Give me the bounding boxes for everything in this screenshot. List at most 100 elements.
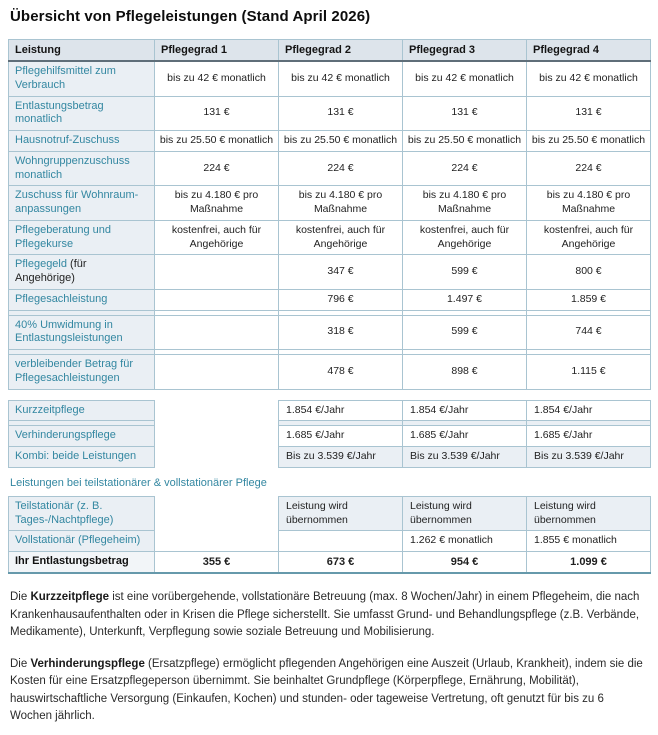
spacer-row [8,309,651,316]
row-label: Vollstationär (Pflegeheim) [8,530,155,552]
row-label: verbleibender Betrag für Pflegesachleist… [8,354,155,390]
spacer-cell [154,496,279,531]
cell-value: bis zu 4.180 € pro Maßnahme [154,185,279,221]
cell-empty [154,288,279,311]
cell-empty [154,314,279,350]
cell-value: 796 € [278,288,403,311]
spacer-cell [154,400,279,421]
row-label: Kombi: beide Leistungen [8,446,155,468]
total-value: 954 € [402,551,527,575]
cell-value: bis zu 4.180 € pro Maßnahme [278,185,403,221]
table-row: Pflegeberatung und Pflegekurse kostenfre… [8,219,651,256]
cell-value: 224 € [526,150,651,187]
cell-value: bis zu 25.50 € monatlich [526,130,651,152]
cell-value: bis zu 42 € monatlich [526,60,651,97]
cell-value: kostenfrei, auch für Angehörige [154,219,279,256]
table-row: Zuschuss für Wohnraum-anpassungen bis zu… [8,185,651,221]
row-label: Teilstationär (z. B. Tages-/Nachtpflege) [8,495,155,532]
table-row: Pflegesachleistung 796 € 1.497 € 1.859 € [8,288,651,311]
cell-value: 1.115 € [526,354,651,390]
cell-value: 1.855 € monatlich [526,530,651,552]
cell-value: 1.497 € [402,288,527,311]
column-header-pflegegrad-1: Pflegegrad 1 [154,39,279,62]
cell-value: 318 € [278,314,403,350]
table-row: Pflegegeld (für Angehörige) 347 € 599 € … [8,254,651,290]
cell-value: 1.854 €/Jahr [278,399,403,422]
cell-value: 131 € [278,95,403,131]
total-row: Ihr Entlastungsbetrag 355 € 673 € 954 € … [8,551,651,575]
cell-value: Bis zu 3.539 €/Jahr [278,446,403,468]
cell-value: 478 € [278,354,403,390]
cell-value: 599 € [402,254,527,290]
cell-empty [154,254,279,290]
row-label: Pflegesachleistung [8,288,155,311]
row-label-dark: (für Angehörige) [15,258,87,284]
section-label: Leistungen bei teilstationärer & vollsta… [10,476,267,489]
header-row: Leistung Pflegegrad 1 Pflegegrad 2 Pfleg… [8,39,651,62]
cell-value: bis zu 42 € monatlich [154,60,279,97]
cell-value: Leistung wird übernommen [278,495,403,532]
cell-value: bis zu 25.50 € monatlich [402,130,527,152]
row-label: Zuschuss für Wohnraum-anpassungen [8,185,155,221]
column-header-leistung: Leistung [8,39,155,62]
page-title: Übersicht von Pflegeleistungen (Stand Ap… [10,8,371,25]
cell-value: 131 € [526,95,651,131]
row-label: Pflegegeld (für Angehörige) [8,254,155,290]
cell-value: 1.854 €/Jahr [402,399,527,422]
table-row: Teilstationär (z. B. Tages-/Nachtpflege)… [8,495,651,532]
cell-value: bis zu 4.180 € pro Maßnahme [402,185,527,221]
total-value: 355 € [154,551,279,575]
cell-value: 1.685 €/Jahr [278,425,403,447]
cell-empty [278,530,403,552]
spacer-row [8,349,651,355]
table-row: 40% Umwidmung in Entlastungsleistungen 3… [8,314,651,350]
paragraph-kurzzeitpflege: Die Kurzzeitpflege ist eine vorübergehen… [10,589,648,641]
paragraph-text: Die [10,591,31,604]
spacer-cell [154,446,279,468]
table-row: Kurzzeitpflege 1.854 €/Jahr 1.854 €/Jahr… [8,399,651,422]
cell-value: 347 € [278,254,403,290]
cell-value: 1.262 € monatlich [402,530,527,552]
row-label: 40% Umwidmung in Entlastungsleistungen [8,314,155,350]
cell-value: 1.685 €/Jahr [526,425,651,447]
row-label: Verhinderungspflege [8,425,155,447]
cell-value: 224 € [402,150,527,187]
paragraph-verhinderungspflege: Die Verhinderungspflege (Ersatzpflege) e… [10,656,648,725]
cell-value: bis zu 42 € monatlich [278,60,403,97]
table-row: Hausnotruf-Zuschuss bis zu 25.50 € monat… [8,130,651,152]
cell-value: bis zu 4.180 € pro Maßnahme [526,185,651,221]
paragraph-keyword: Verhinderungspflege [30,658,145,671]
cell-value: Bis zu 3.539 €/Jahr [526,446,651,468]
respite-table: Kurzzeitpflege 1.854 €/Jahr 1.854 €/Jahr… [8,399,651,468]
paragraph-text: Die [10,658,31,671]
cell-value: Leistung wird übernommen [526,495,651,532]
table-row: Pflegehilfsmittel zum Verbrauch bis zu 4… [8,60,651,97]
cell-value: bis zu 25.50 € monatlich [154,130,279,152]
row-label-teal: Pflegegeld [15,258,67,271]
table-row: Entlastungsbetrag monatlich 131 € 131 € … [8,95,651,131]
row-label: Pflegeberatung und Pflegekurse [8,219,155,256]
paragraph-text: ist eine vorübergehende, vollstationäre … [10,591,640,638]
cell-value: bis zu 25.50 € monatlich [278,130,403,152]
column-header-pflegegrad-2: Pflegegrad 2 [278,39,403,62]
cell-value: Bis zu 3.539 €/Jahr [402,446,527,468]
row-label: Hausnotruf-Zuschuss [8,130,155,152]
table-row: Wohngruppenzuschuss monatlich 224 € 224 … [8,150,651,187]
table-row: Kombi: beide Leistungen Bis zu 3.539 €/J… [8,446,651,468]
cell-empty [154,354,279,390]
total-value: 1.099 € [526,551,651,575]
cell-value: 224 € [278,150,403,187]
row-label: Entlastungsbetrag monatlich [8,95,155,131]
column-header-pflegegrad-4: Pflegegrad 4 [526,39,651,62]
cell-value: 744 € [526,314,651,350]
cell-value: kostenfrei, auch für Angehörige [402,219,527,256]
cell-value: 1.685 €/Jahr [402,425,527,447]
row-label: Pflegehilfsmittel zum Verbrauch [8,60,155,97]
table-row: Vollstationär (Pflegeheim) 1.262 € monat… [8,530,651,552]
cell-value: 1.854 €/Jahr [526,399,651,422]
spacer-cell [154,425,279,447]
total-row-label: Ihr Entlastungsbetrag [8,551,155,575]
cell-value: 131 € [154,95,279,131]
cell-value: 800 € [526,254,651,290]
row-label: Wohngruppenzuschuss monatlich [8,150,155,187]
